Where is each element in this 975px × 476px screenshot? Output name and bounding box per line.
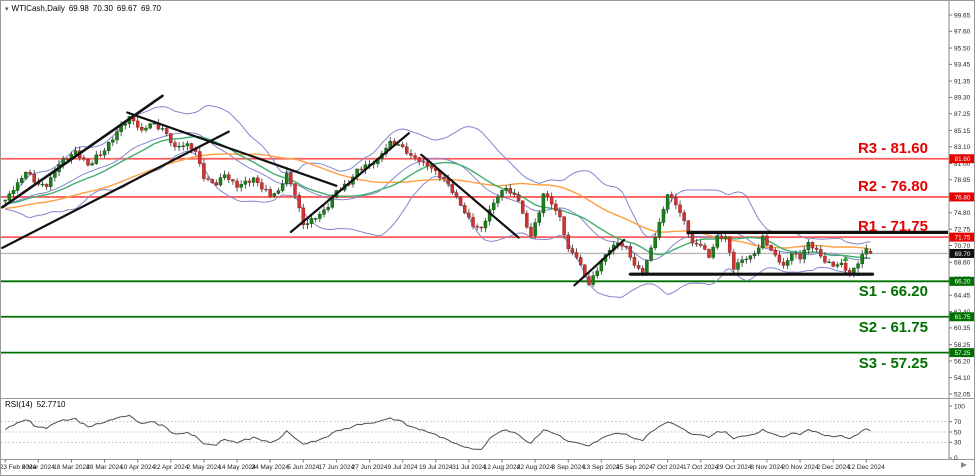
price-axis[interactable]: 99.65 97.60 95.50 93.45 91.35 89.30 87.25 85.15… — [948, 1, 971, 459]
trendline-3 — [126, 111, 338, 187]
rsi-indicator-label: RSI(14) 52.7710 — [5, 400, 65, 409]
svg-text:57.25: 57.25 — [955, 350, 971, 357]
level-label-r3[interactable]: R3 - 81.60 — [857, 139, 928, 157]
svg-text:23 Feb 2024: 23 Feb 2024 — [1, 464, 37, 471]
svg-text:29 Oct 2024: 29 Oct 2024 — [716, 464, 752, 471]
svg-text:7 Oct 2024: 7 Oct 2024 — [652, 464, 684, 471]
moving-average-slow — [5, 153, 871, 250]
trendline-5 — [420, 153, 520, 239]
svg-text:5 Jun 2024: 5 Jun 2024 — [287, 464, 320, 471]
level-label-s1[interactable]: S1 - 66.20 — [858, 283, 928, 301]
svg-text:91.35: 91.35 — [954, 78, 971, 85]
svg-text:12 Dec 2024: 12 Dec 2024 — [848, 464, 885, 471]
buy-arrow-marker[interactable] — [842, 256, 849, 262]
rsi-line — [4, 414, 871, 450]
svg-text:70: 70 — [954, 419, 962, 426]
svg-text:22 Apr 2024: 22 Apr 2024 — [153, 464, 188, 471]
level-label-r2[interactable]: R2 - 76.80 — [857, 177, 928, 195]
chart-title: ▾ WTICash,Daily 69.98 70.30 69.67 69.70 — [5, 4, 161, 13]
svg-text:12 Aug 2024: 12 Aug 2024 — [484, 464, 521, 471]
svg-text:99.65: 99.65 — [954, 12, 971, 19]
svg-text:28 Mar 2024: 28 Mar 2024 — [86, 464, 123, 471]
svg-text:27 Jun 2024: 27 Jun 2024 — [352, 464, 388, 471]
rsi-value: 52.7710 — [36, 400, 66, 409]
svg-text:64.45: 64.45 — [954, 293, 971, 300]
svg-text:30: 30 — [954, 440, 962, 447]
svg-text:71.75: 71.75 — [955, 235, 971, 242]
svg-text:14 May 2024: 14 May 2024 — [218, 464, 256, 471]
title-open: 69.98 — [68, 4, 89, 13]
svg-text:78.95: 78.95 — [954, 177, 971, 184]
svg-text:2 Dec 2024: 2 Dec 2024 — [817, 464, 851, 471]
svg-text:76.80: 76.80 — [955, 194, 971, 201]
bollinger-upper-band — [5, 105, 871, 245]
svg-text:18 Mar 2024: 18 Mar 2024 — [53, 464, 90, 471]
svg-text:17 Jun 2024: 17 Jun 2024 — [319, 464, 355, 471]
svg-text:81.60: 81.60 — [955, 156, 971, 163]
svg-text:20 Nov 2024: 20 Nov 2024 — [782, 464, 819, 471]
svg-text:9 Jul 2024: 9 Jul 2024 — [388, 464, 418, 471]
title-close: 69.70 — [140, 4, 161, 13]
level-label-r1[interactable]: R1 - 71.75 — [857, 218, 928, 236]
svg-text:0: 0 — [954, 455, 958, 462]
svg-text:66.20: 66.20 — [955, 279, 971, 286]
symbol-icon: ▾ — [5, 6, 9, 13]
svg-text:61.75: 61.75 — [955, 314, 971, 321]
svg-text:17 Oct 2024: 17 Oct 2024 — [683, 464, 719, 471]
symbol-name: WTICash,Daily — [11, 4, 65, 13]
trendline-4 — [289, 132, 410, 234]
rsi-name: RSI(14) — [5, 400, 33, 409]
svg-text:97.60: 97.60 — [954, 29, 971, 36]
svg-text:74.80: 74.80 — [954, 210, 971, 217]
svg-text:52.05: 52.05 — [954, 391, 971, 398]
svg-text:85.15: 85.15 — [954, 128, 971, 135]
svg-text:83.10: 83.10 — [954, 144, 971, 151]
svg-text:69.70: 69.70 — [955, 251, 971, 258]
svg-text:60.35: 60.35 — [954, 325, 971, 332]
svg-text:89.30: 89.30 — [954, 95, 971, 102]
svg-text:93.45: 93.45 — [954, 62, 971, 69]
svg-text:72.75: 72.75 — [954, 226, 971, 233]
svg-text:87.25: 87.25 — [954, 111, 971, 118]
svg-text:95.50: 95.50 — [954, 45, 971, 52]
trendlines[interactable] — [1, 94, 948, 287]
svg-text:100: 100 — [954, 403, 965, 410]
svg-text:3 Sep 2024: 3 Sep 2024 — [552, 464, 586, 471]
svg-text:50: 50 — [954, 429, 962, 436]
candlestick-series — [3, 113, 873, 287]
svg-text:70.70: 70.70 — [954, 243, 971, 250]
svg-text:10 Apr 2024: 10 Apr 2024 — [120, 464, 155, 471]
support-resistance-lines[interactable] — [1, 157, 949, 354]
svg-text:22 Aug 2024: 22 Aug 2024 — [517, 464, 554, 471]
svg-text:58.25: 58.25 — [954, 342, 971, 349]
svg-text:13 Sep 2024: 13 Sep 2024 — [583, 464, 620, 471]
svg-text:54.10: 54.10 — [954, 375, 971, 382]
trendline-2 — [1, 130, 230, 249]
svg-text:6 Mar 2024: 6 Mar 2024 — [22, 464, 55, 471]
axis-price-boxes: 81.60 76.80 71.75 66.20 61.75 57.25 69.70 — [949, 154, 974, 358]
svg-text:19 Jul 2024: 19 Jul 2024 — [419, 464, 453, 471]
title-low: 69.67 — [116, 4, 137, 13]
trendline-6 — [573, 238, 626, 287]
svg-text:2 May 2024: 2 May 2024 — [187, 464, 221, 471]
svg-text:81.00: 81.00 — [954, 161, 971, 168]
svg-text:31 Jul 2024: 31 Jul 2024 — [452, 464, 486, 471]
svg-text:56.20: 56.20 — [954, 358, 971, 365]
svg-text:24 May 2024: 24 May 2024 — [251, 464, 289, 471]
rsi-panel[interactable]: 100 70 50 30 0 — [1, 398, 975, 462]
chart-shift-marker[interactable] — [961, 462, 967, 468]
svg-text:68.60: 68.60 — [954, 260, 971, 267]
svg-text:8 Nov 2024: 8 Nov 2024 — [750, 464, 784, 471]
level-label-s2[interactable]: S2 - 61.75 — [858, 318, 928, 336]
svg-text:25 Sep 2024: 25 Sep 2024 — [616, 464, 653, 471]
level-label-s3[interactable]: S3 - 57.25 — [858, 354, 928, 372]
title-high: 70.30 — [92, 4, 113, 13]
